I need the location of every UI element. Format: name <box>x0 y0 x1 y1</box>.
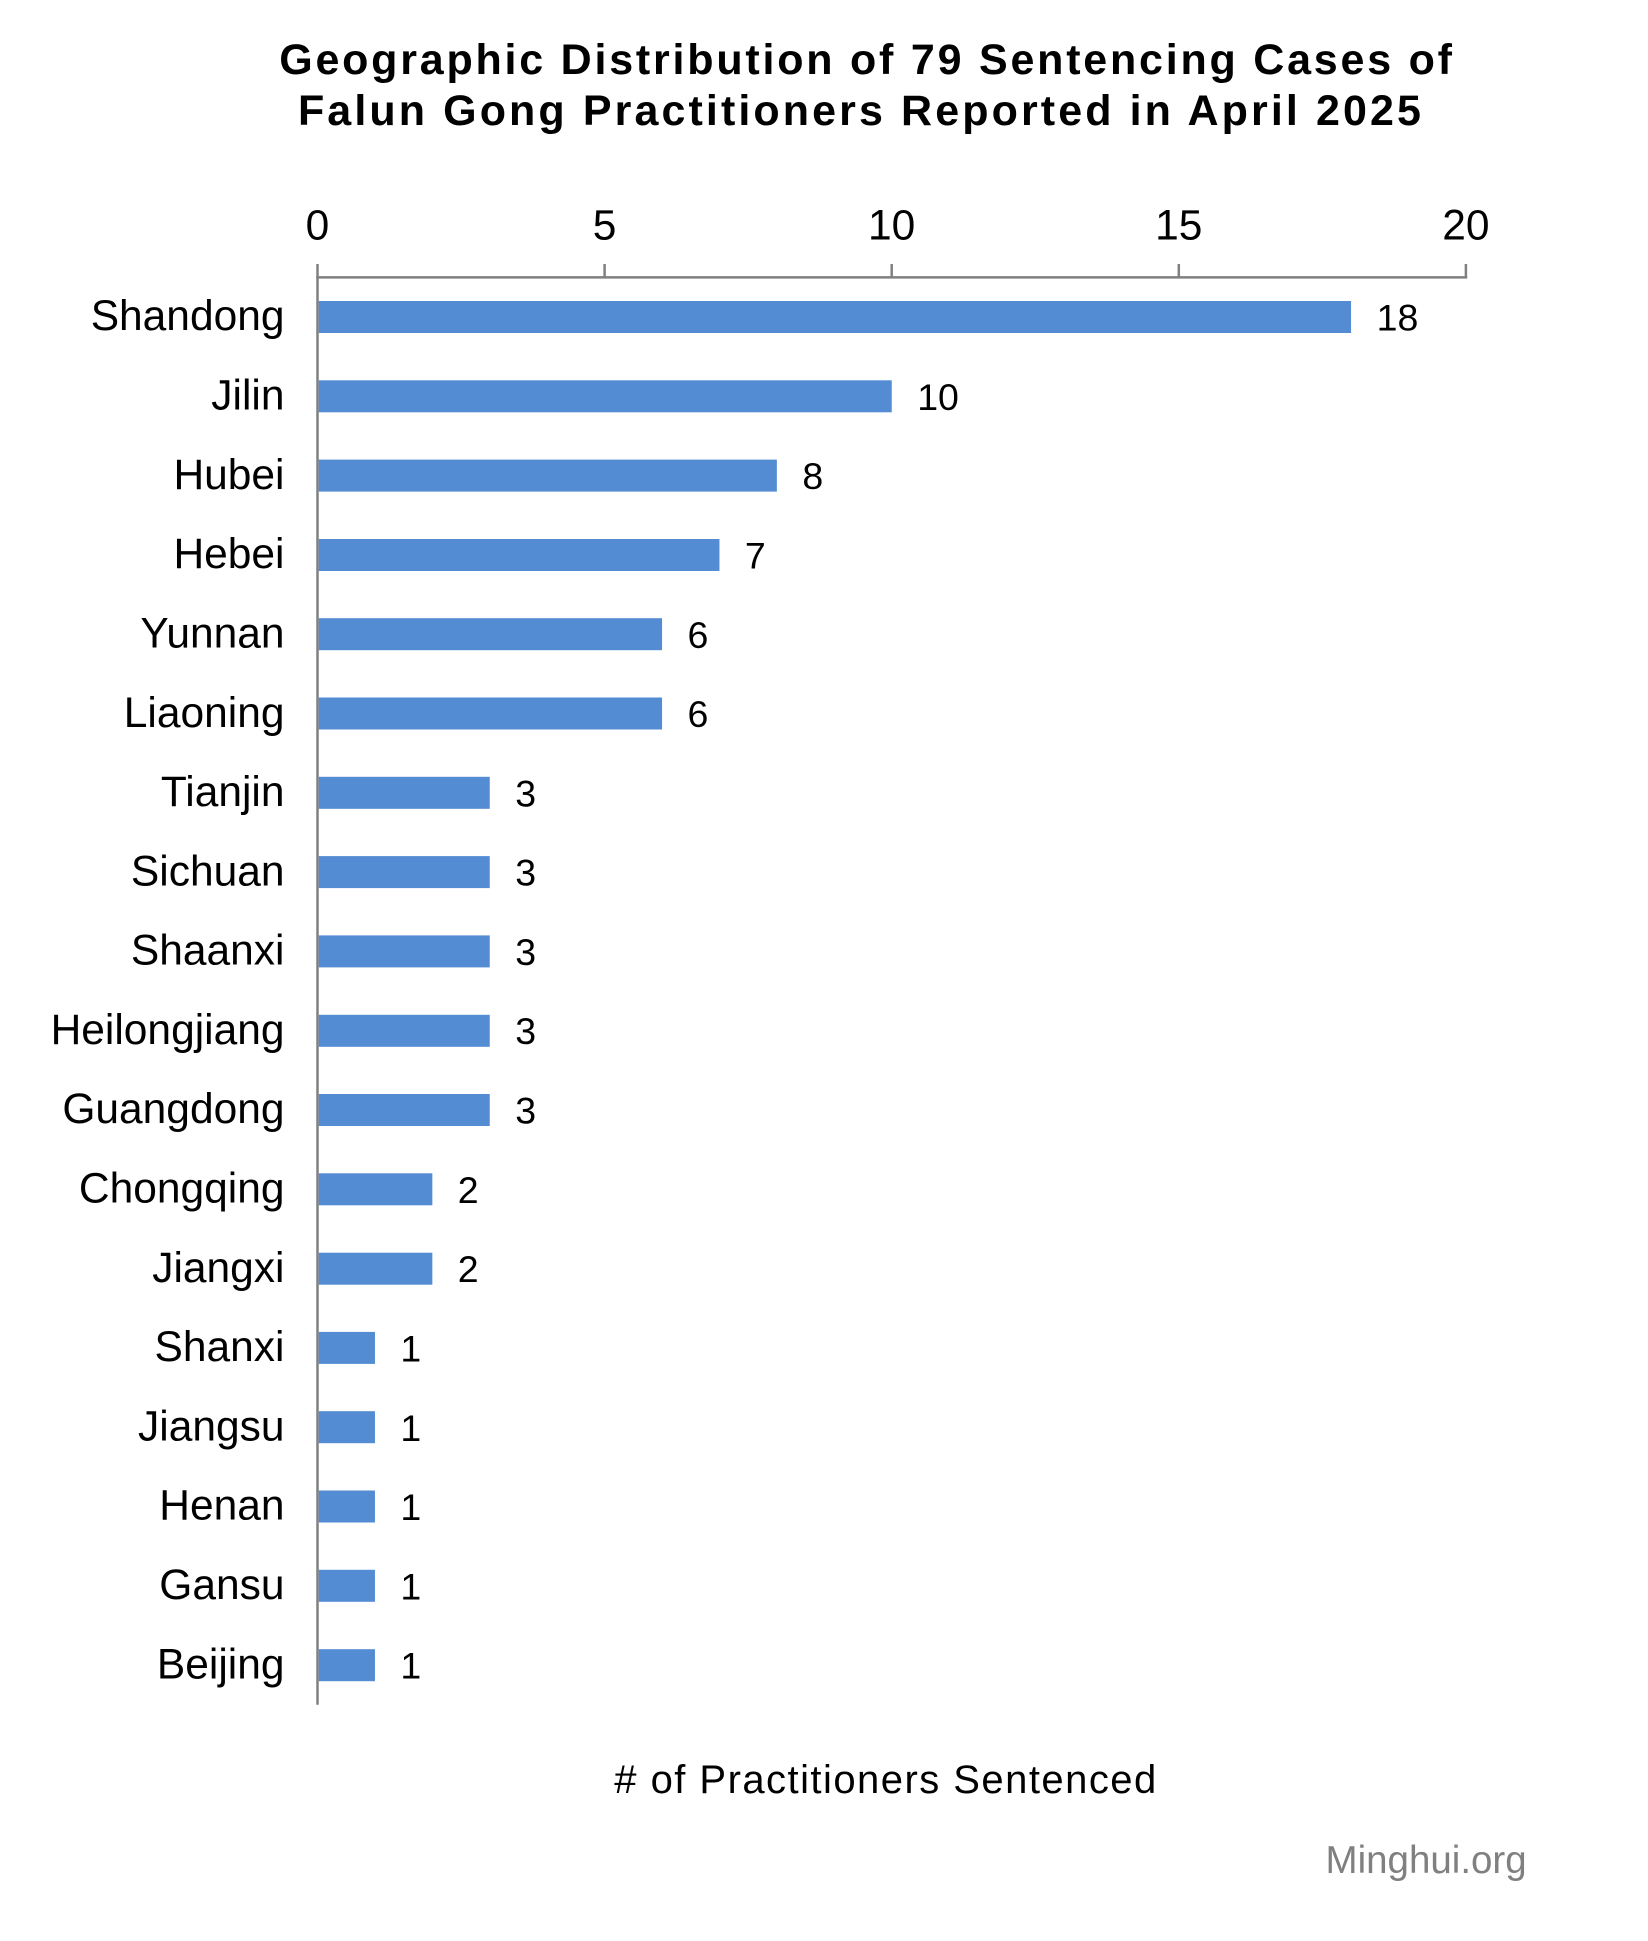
svg-text:Shaanxi: Shaanxi <box>131 928 285 975</box>
svg-text:3: 3 <box>515 772 536 814</box>
svg-text:Falun Gong Practitioners Repor: Falun Gong Practitioners Reported in Apr… <box>298 87 1424 135</box>
svg-text:Tianjin: Tianjin <box>161 769 285 816</box>
svg-text:Gansu: Gansu <box>159 1562 284 1609</box>
svg-text:1: 1 <box>400 1565 421 1607</box>
svg-text:Sichuan: Sichuan <box>131 848 285 895</box>
svg-text:3: 3 <box>515 1010 536 1052</box>
svg-text:1: 1 <box>400 1486 421 1528</box>
svg-text:Shanxi: Shanxi <box>155 1324 285 1371</box>
svg-text:3: 3 <box>515 852 536 894</box>
svg-text:10: 10 <box>868 203 915 250</box>
svg-text:15: 15 <box>1155 203 1202 250</box>
svg-text:Heilongjiang: Heilongjiang <box>51 1007 285 1054</box>
svg-text:6: 6 <box>688 614 709 656</box>
svg-text:2: 2 <box>458 1169 479 1211</box>
svg-text:Henan: Henan <box>159 1483 284 1530</box>
svg-text:Guangdong: Guangdong <box>62 1086 284 1133</box>
svg-text:Hubei: Hubei <box>173 452 284 499</box>
svg-text:Beijing: Beijing <box>157 1641 285 1688</box>
svg-text:Liaoning: Liaoning <box>124 690 285 737</box>
svg-text:Chongqing: Chongqing <box>79 1166 285 1213</box>
svg-text:Yunnan: Yunnan <box>140 611 284 658</box>
svg-text:20: 20 <box>1442 203 1489 250</box>
svg-text:0: 0 <box>306 203 330 250</box>
svg-text:Shandong: Shandong <box>91 293 285 340</box>
svg-text:5: 5 <box>593 203 617 250</box>
svg-text:2: 2 <box>458 1248 479 1290</box>
svg-text:1: 1 <box>400 1327 421 1369</box>
svg-text:18: 18 <box>1377 297 1419 339</box>
svg-text:Hebei: Hebei <box>173 531 284 578</box>
svg-text:3: 3 <box>515 1090 536 1132</box>
svg-text:6: 6 <box>688 693 709 735</box>
svg-text:8: 8 <box>802 455 823 497</box>
svg-text:# of Practitioners Sentenced: # of Practitioners Sentenced <box>614 1758 1157 1802</box>
svg-text:Jiangsu: Jiangsu <box>138 1404 285 1451</box>
svg-text:10: 10 <box>917 376 959 418</box>
svg-text:Jiangxi: Jiangxi <box>152 1245 284 1292</box>
svg-text:7: 7 <box>745 535 766 577</box>
svg-text:Geographic Distribution of 79: Geographic Distribution of 79 Sentencing… <box>279 36 1455 84</box>
svg-text:3: 3 <box>515 931 536 973</box>
svg-text:1: 1 <box>400 1407 421 1449</box>
svg-text:Jilin: Jilin <box>211 373 284 420</box>
svg-text:Minghui.org: Minghui.org <box>1326 1839 1527 1882</box>
svg-text:1: 1 <box>400 1645 421 1687</box>
